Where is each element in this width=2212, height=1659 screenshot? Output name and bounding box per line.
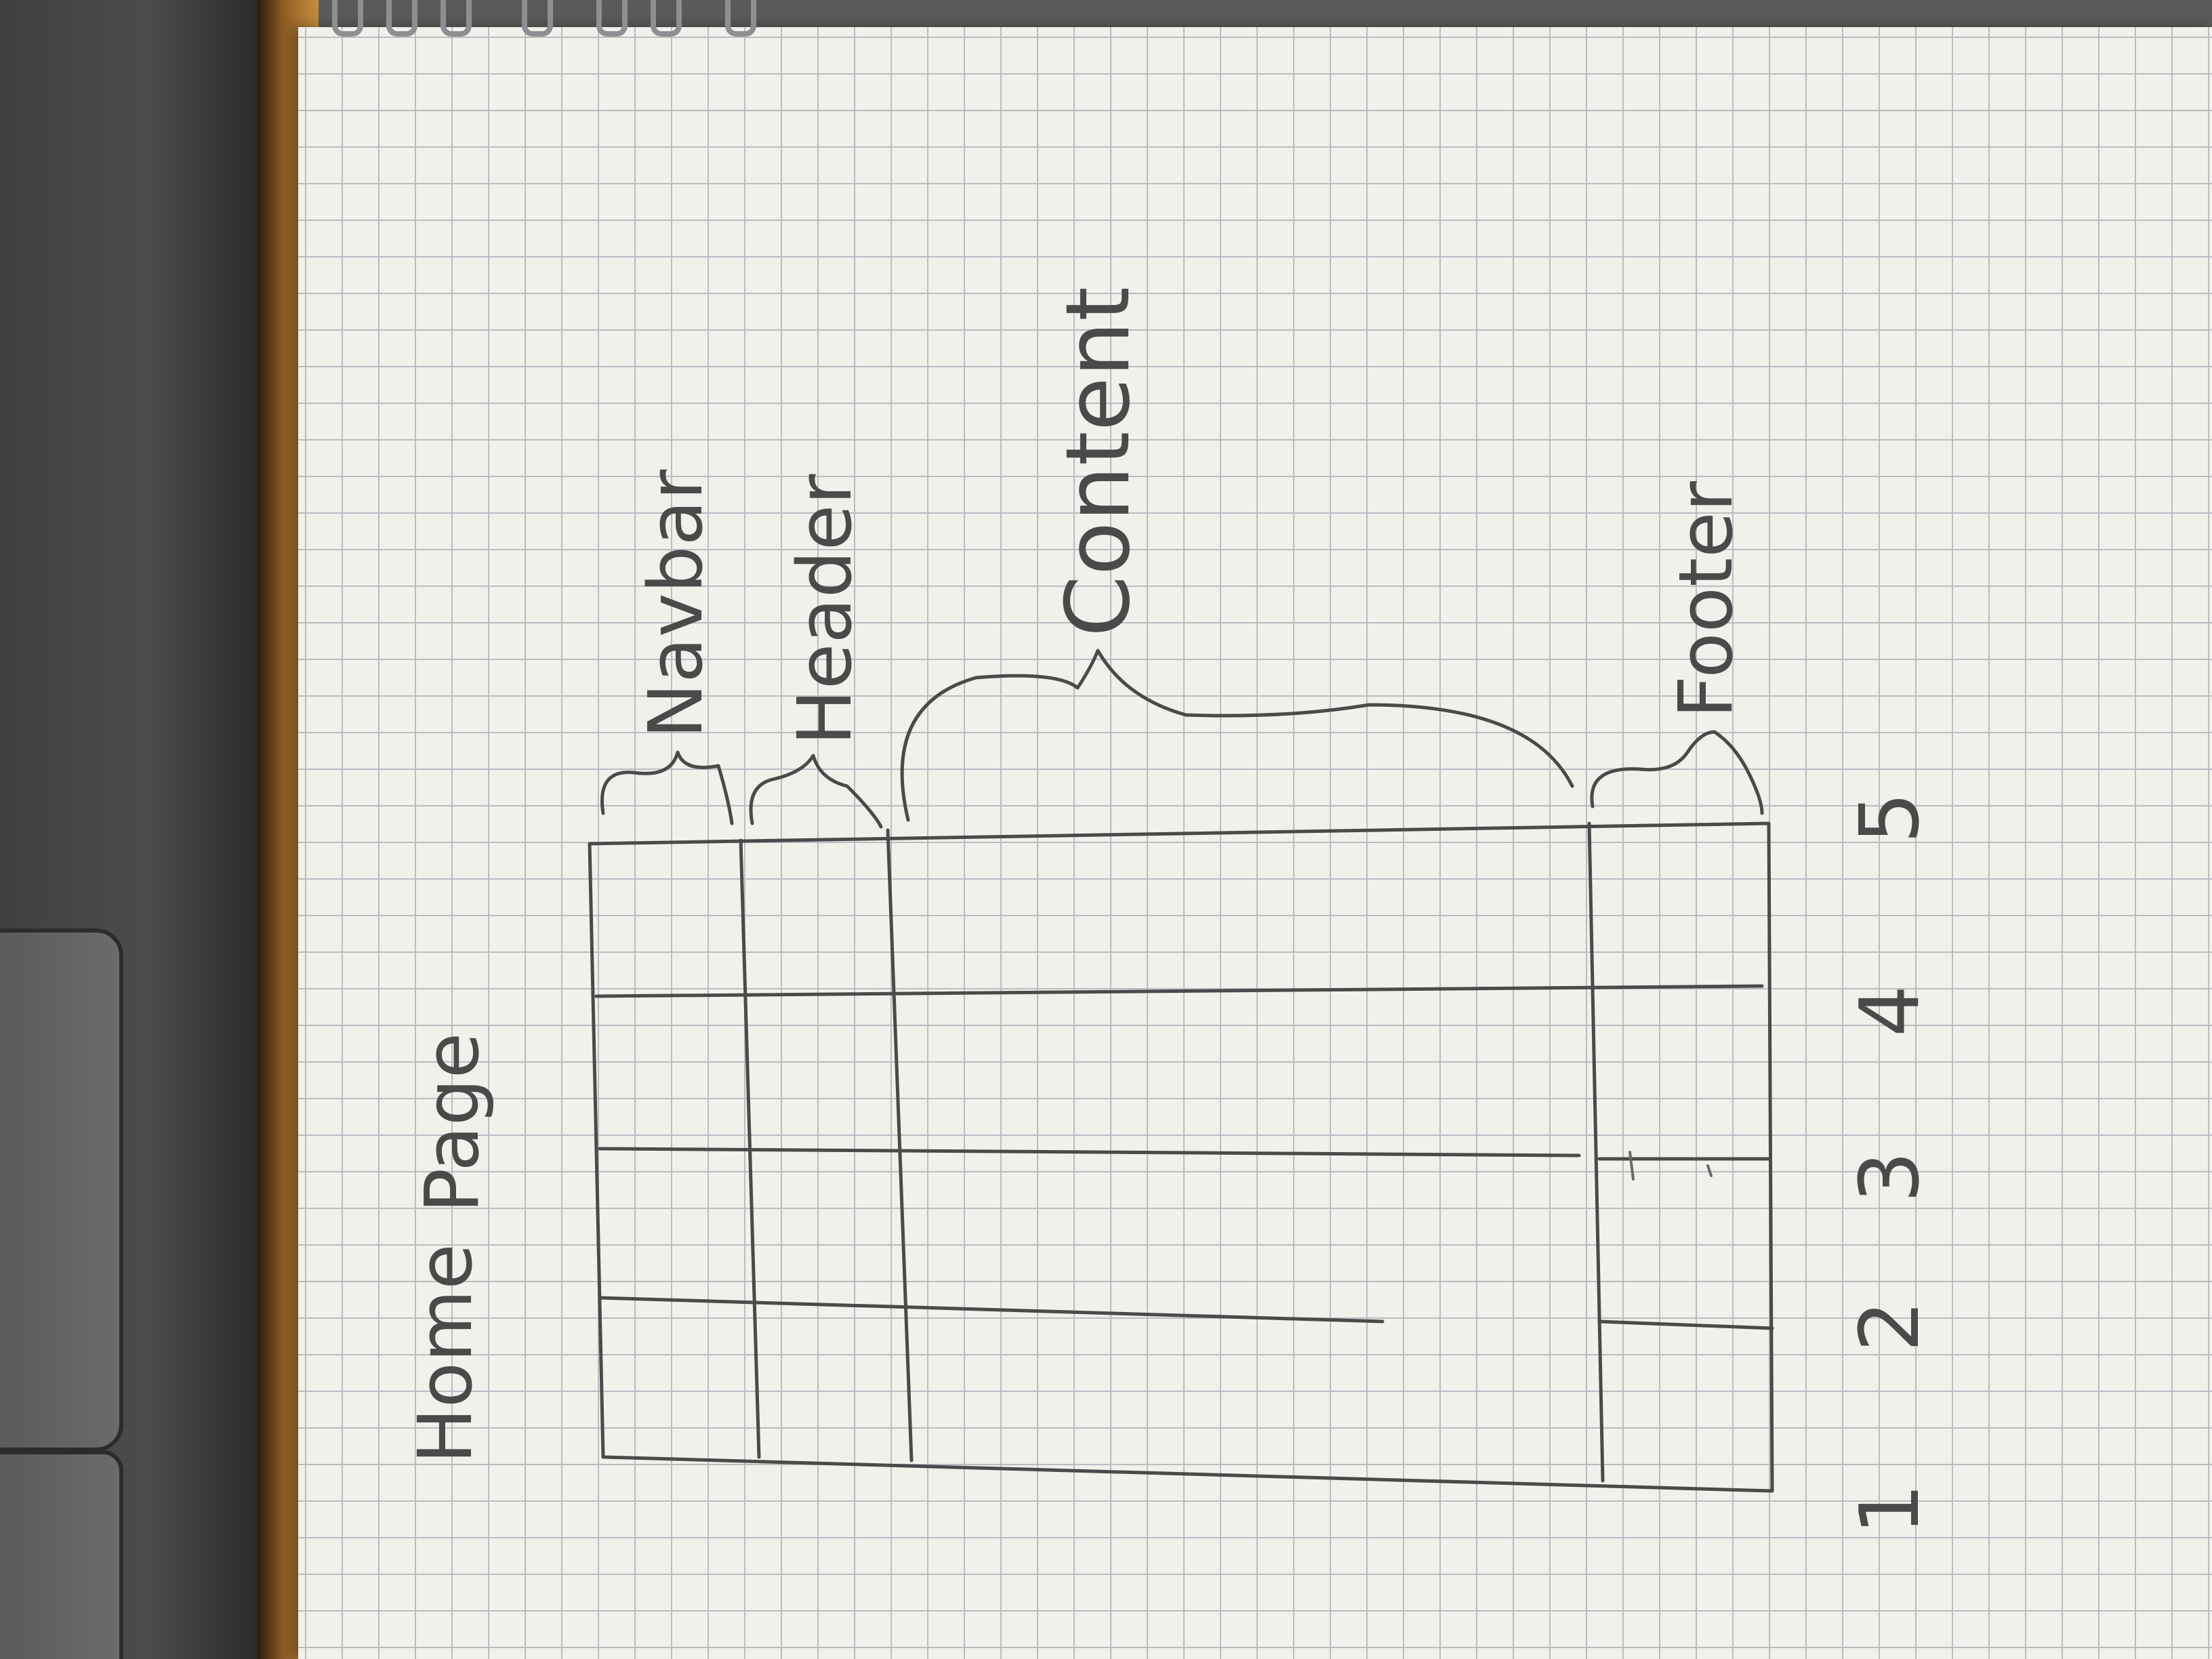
laptop-key — [0, 928, 123, 1452]
column-number: 3 — [1843, 1151, 1938, 1203]
spiral-ring — [386, 0, 417, 37]
spiral-ring — [522, 0, 553, 37]
navbar-brace — [600, 750, 734, 825]
header-divider — [886, 828, 914, 1462]
footer-label: Footer — [1662, 480, 1749, 718]
column-number: 4 — [1843, 985, 1938, 1037]
column-number: 1 — [1843, 1483, 1938, 1535]
header-label: Header — [781, 474, 868, 745]
column-number: 2 — [1843, 1300, 1938, 1352]
content-brace — [900, 649, 1574, 822]
spiral-ring — [332, 0, 363, 37]
sketch-stroke — [1629, 1151, 1713, 1181]
spiral-ring — [441, 0, 472, 37]
spiral-ring — [651, 0, 682, 37]
footer-divider — [1587, 821, 1605, 1483]
header-brace — [749, 754, 883, 829]
laptop-edge — [0, 0, 271, 1659]
column-divider — [594, 984, 1764, 998]
wireframe-outer-frame — [588, 821, 1774, 1493]
laptop-key — [0, 1450, 123, 1659]
content-label: Content — [1046, 287, 1149, 637]
column-number: 5 — [1843, 792, 1938, 844]
column-divider — [598, 1296, 1385, 1324]
column-divider — [598, 1147, 1581, 1158]
column-divider — [1597, 1319, 1774, 1330]
spiral-ring — [725, 0, 756, 37]
grid-paper — [298, 27, 2212, 1659]
footer-brace — [1590, 730, 1764, 815]
home-label: Home — [402, 1244, 489, 1464]
page-label: Page — [409, 1033, 495, 1213]
navbar-label: Navbar — [632, 469, 719, 739]
spiral-ring — [596, 0, 628, 37]
